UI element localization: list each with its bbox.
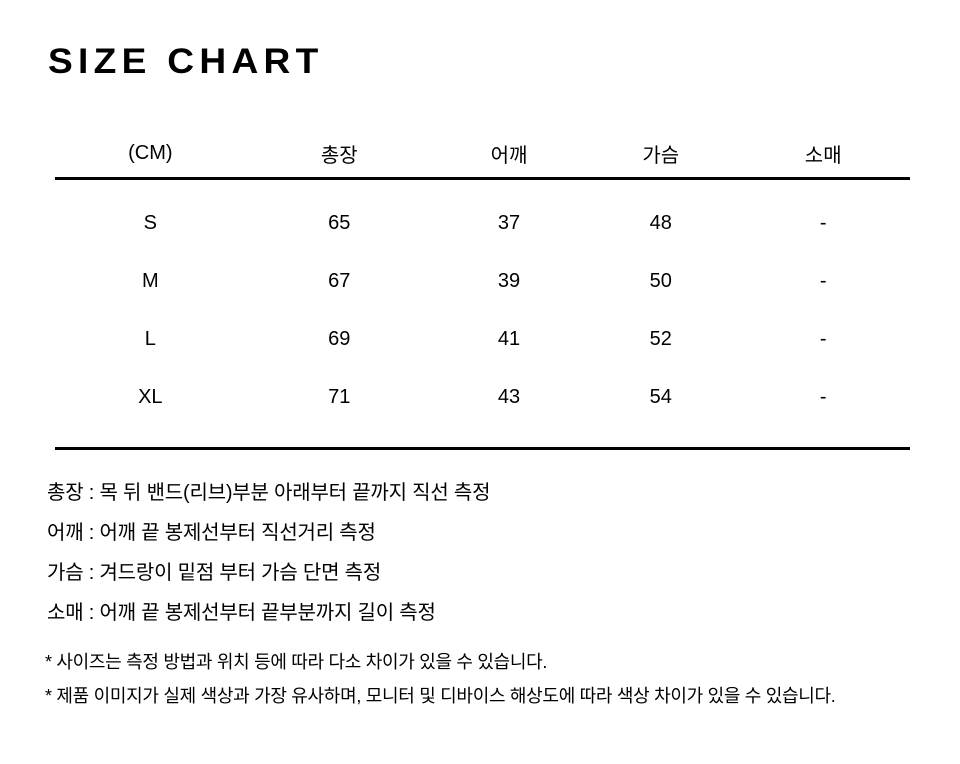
cell-shoulder: 39 (497, 269, 521, 292)
note-size-tolerance: * 사이즈는 측정 방법과 위치 등에 따라 다소 차이가 있을 수 있습니다. (45, 652, 548, 672)
size-table: (CM) 총장 어깨 가슴 소매 S 65 37 48 - M 67 39 50… (55, 133, 910, 450)
cell-sleeve: - (819, 269, 827, 292)
column-header-sleeve: 소매 (736, 133, 910, 180)
table-row-s: S 65 37 48 - (55, 179, 910, 253)
column-header-total-length: 총장 (245, 133, 433, 180)
table-row-xl: XL 71 43 54 - (55, 368, 910, 450)
note-color-difference: * 제품 이미지가 실제 색상과 가장 유사하며, 모니터 및 디바이스 해상도… (45, 686, 836, 706)
cell-chest: 48 (649, 211, 672, 234)
cell-chest: 54 (585, 368, 737, 450)
column-header-chest: 가슴 (585, 133, 737, 180)
cell-total-length: 67 (328, 269, 351, 292)
cell-shoulder: 37 (497, 211, 521, 234)
size-label: XL (55, 368, 246, 450)
size-label: S (143, 211, 157, 234)
size-label: M (141, 269, 159, 292)
cell-total-length: 69 (328, 327, 351, 350)
cell-sleeve: - (819, 211, 827, 234)
unit-header: (CM) (55, 133, 246, 180)
guide-line-sleeve: 소매 : 어깨 끝 봉제선부터 끝부분까지 길이 측정 (47, 601, 436, 624)
guide-line-total-length: 총장 : 목 뒤 밴드(리브)부분 아래부터 끝까지 직선 측정 (47, 481, 491, 504)
table-header-row: (CM) 총장 어깨 가슴 소매 (55, 133, 910, 180)
cell-sleeve: - (819, 327, 827, 350)
cell-chest: 52 (649, 327, 672, 350)
measurement-guide: 총장 : 목 뒤 밴드(리브)부분 아래부터 끝까지 직선 측정 어깨 : 어깨… (47, 470, 491, 630)
guide-line-chest: 가슴 : 겨드랑이 밑점 부터 가슴 단면 측정 (47, 561, 382, 584)
cell-total-length: 71 (245, 368, 433, 450)
column-header-shoulder: 어깨 (432, 133, 586, 180)
cell-shoulder: 41 (497, 327, 521, 350)
cell-sleeve: - (736, 368, 910, 450)
page-title: SIZE CHART (48, 42, 324, 81)
table-row-m: M 67 39 50 - (55, 252, 910, 310)
size-label: L (144, 327, 156, 350)
cell-chest: 50 (649, 269, 672, 292)
table-row-l: L 69 41 52 - (55, 310, 910, 368)
guide-line-shoulder: 어깨 : 어깨 끝 봉제선부터 직선거리 측정 (47, 521, 376, 544)
cell-shoulder: 43 (432, 368, 586, 450)
cell-total-length: 65 (328, 211, 351, 234)
footnotes: * 사이즈는 측정 방법과 위치 등에 따라 다소 차이가 있을 수 있습니다.… (45, 644, 836, 712)
